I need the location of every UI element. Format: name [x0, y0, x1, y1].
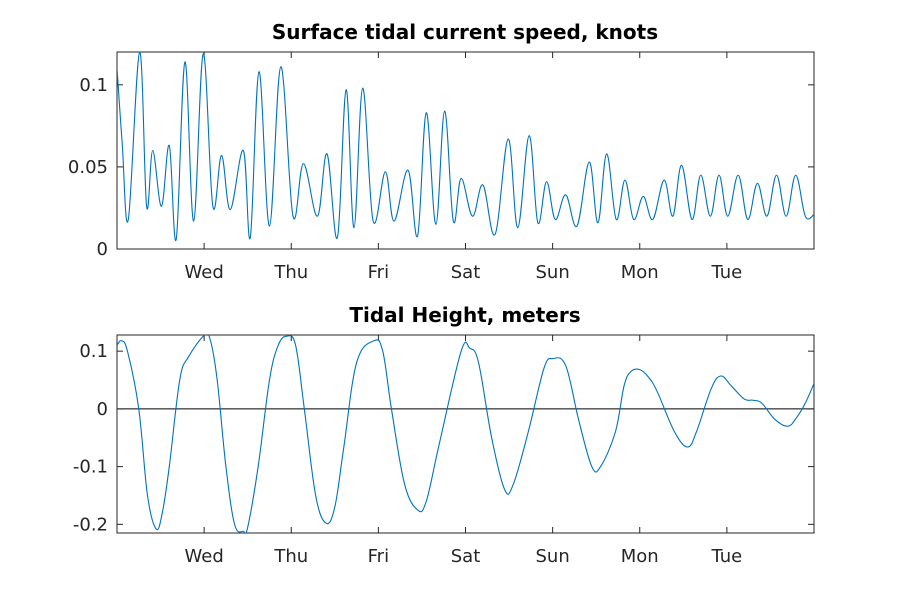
- height-xtick-label: Fri: [368, 546, 389, 567]
- height-xtick-label: Wed: [185, 546, 224, 567]
- current-speed-chart: 0 0.05 0.1 Wed Thu Fri Sat Sun Mon Tue: [68, 51, 815, 283]
- height-xtick-label: Thu: [273, 546, 308, 567]
- height-xtick-label: Mon: [621, 546, 659, 567]
- height-axes-box: [116, 334, 815, 534]
- speed-series-line: [117, 52, 814, 242]
- speed-xtick-label: Mon: [621, 262, 659, 283]
- speed-xtick-label: Tue: [711, 262, 743, 283]
- height-ytick-label: 0: [97, 399, 108, 420]
- height-ytick-label: -0.2: [73, 514, 108, 535]
- height-ytick-label: -0.1: [73, 457, 108, 478]
- speed-xtick-label: Wed: [185, 262, 224, 283]
- speed-axes-box: [116, 51, 815, 250]
- speed-ytick-label: 0.1: [79, 75, 108, 96]
- speed-xtick-label: Sat: [451, 262, 481, 283]
- current-speed-title: Surface tidal current speed, knots: [272, 20, 658, 44]
- tidal-height-title: Tidal Height, meters: [349, 303, 580, 327]
- speed-ytick-label: 0.05: [68, 157, 108, 178]
- height-xtick-label: Tue: [711, 546, 743, 567]
- height-xtick-label: Sat: [451, 546, 481, 567]
- height-ytick-label: 0.1: [79, 341, 108, 362]
- speed-xtick-label: Sun: [536, 262, 570, 283]
- speed-xtick-label: Fri: [368, 262, 389, 283]
- height-series-line: [117, 335, 814, 533]
- speed-xtick-label: Thu: [273, 262, 308, 283]
- tidal-height-chart: -0.2 -0.1 0 0.1 Wed Thu Fri Sat Sun Mon Tue: [73, 334, 815, 567]
- height-xtick-label: Sun: [536, 546, 570, 567]
- speed-ytick-label: 0: [97, 239, 108, 260]
